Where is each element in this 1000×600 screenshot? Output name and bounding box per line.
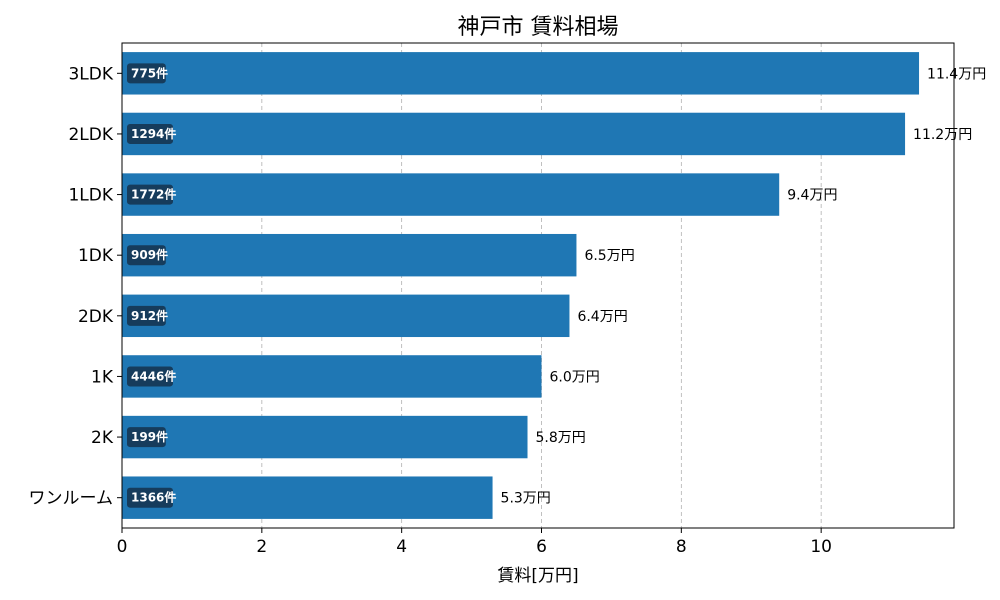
x-tick-label: 10 — [810, 537, 832, 557]
bar-value-label: 6.4万円 — [577, 309, 627, 325]
count-label: 912件 — [131, 308, 168, 323]
y-category-label: 2K — [91, 428, 114, 448]
bar — [122, 294, 570, 338]
count-label: 1294件 — [131, 126, 176, 141]
count-label: 199件 — [131, 429, 168, 444]
y-category-label: 3LDK — [68, 64, 113, 84]
count-label: 1366件 — [131, 490, 176, 505]
count-badge — [127, 123, 173, 144]
bar-value-label: 6.0万円 — [549, 369, 599, 385]
bar-value-label: 11.4万円 — [927, 66, 986, 82]
bar — [122, 415, 528, 459]
x-tick-label: 2 — [256, 537, 267, 557]
y-category-label: ワンルーム — [29, 489, 114, 509]
bar — [122, 173, 780, 216]
x-tick-label: 6 — [536, 537, 547, 557]
count-label: 4446件 — [131, 368, 176, 383]
x-tick-label: 0 — [117, 537, 128, 557]
bar — [122, 476, 493, 519]
bar-value-label: 5.8万円 — [536, 430, 586, 446]
bar — [122, 355, 542, 398]
chart-title: 神戸市 賃料相場 — [458, 15, 619, 40]
count-badge — [127, 427, 166, 448]
y-category-label: 2LDK — [68, 125, 113, 145]
count-label: 775件 — [131, 65, 168, 80]
y-category-label: 1DK — [78, 246, 114, 266]
count-label: 909件 — [131, 247, 168, 262]
y-category-label: 2DK — [78, 307, 114, 327]
bar — [122, 233, 577, 277]
x-axis-label: 賃料[万円] — [497, 566, 578, 586]
x-tick-label: 8 — [676, 537, 687, 557]
count-badge — [127, 305, 166, 326]
y-category-label: 1LDK — [68, 186, 113, 206]
count-badge — [127, 487, 173, 508]
count-badge — [127, 184, 173, 205]
count-badge — [127, 366, 173, 387]
bar-value-label: 9.4万円 — [787, 188, 837, 204]
plot-frame — [121, 42, 955, 529]
bar-value-label: 5.3万円 — [501, 491, 551, 507]
bars-group: 11.4万円 775件 11.2万円 1294件 9.4万円 1772件 6.5万円 909件… — [122, 52, 986, 519]
count-badge — [127, 245, 166, 266]
y-category-label: 1K — [91, 367, 114, 387]
bar — [122, 52, 920, 95]
y-axis-categories: 3LDK 2LDK 1LDK 1DK 2DK 1K 2K ワンルーム — [29, 64, 122, 509]
count-label: 1772件 — [131, 187, 176, 202]
bar — [122, 112, 906, 156]
x-tick-label: 4 — [396, 537, 407, 557]
count-badge — [127, 63, 166, 84]
x-axis-ticks: 0 2 4 6 8 10 — [117, 528, 832, 557]
bar-value-label: 11.2万円 — [913, 127, 972, 143]
bar-value-label: 6.5万円 — [584, 248, 634, 264]
